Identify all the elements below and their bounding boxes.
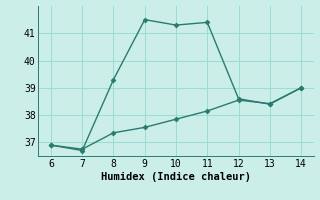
X-axis label: Humidex (Indice chaleur): Humidex (Indice chaleur): [101, 172, 251, 182]
